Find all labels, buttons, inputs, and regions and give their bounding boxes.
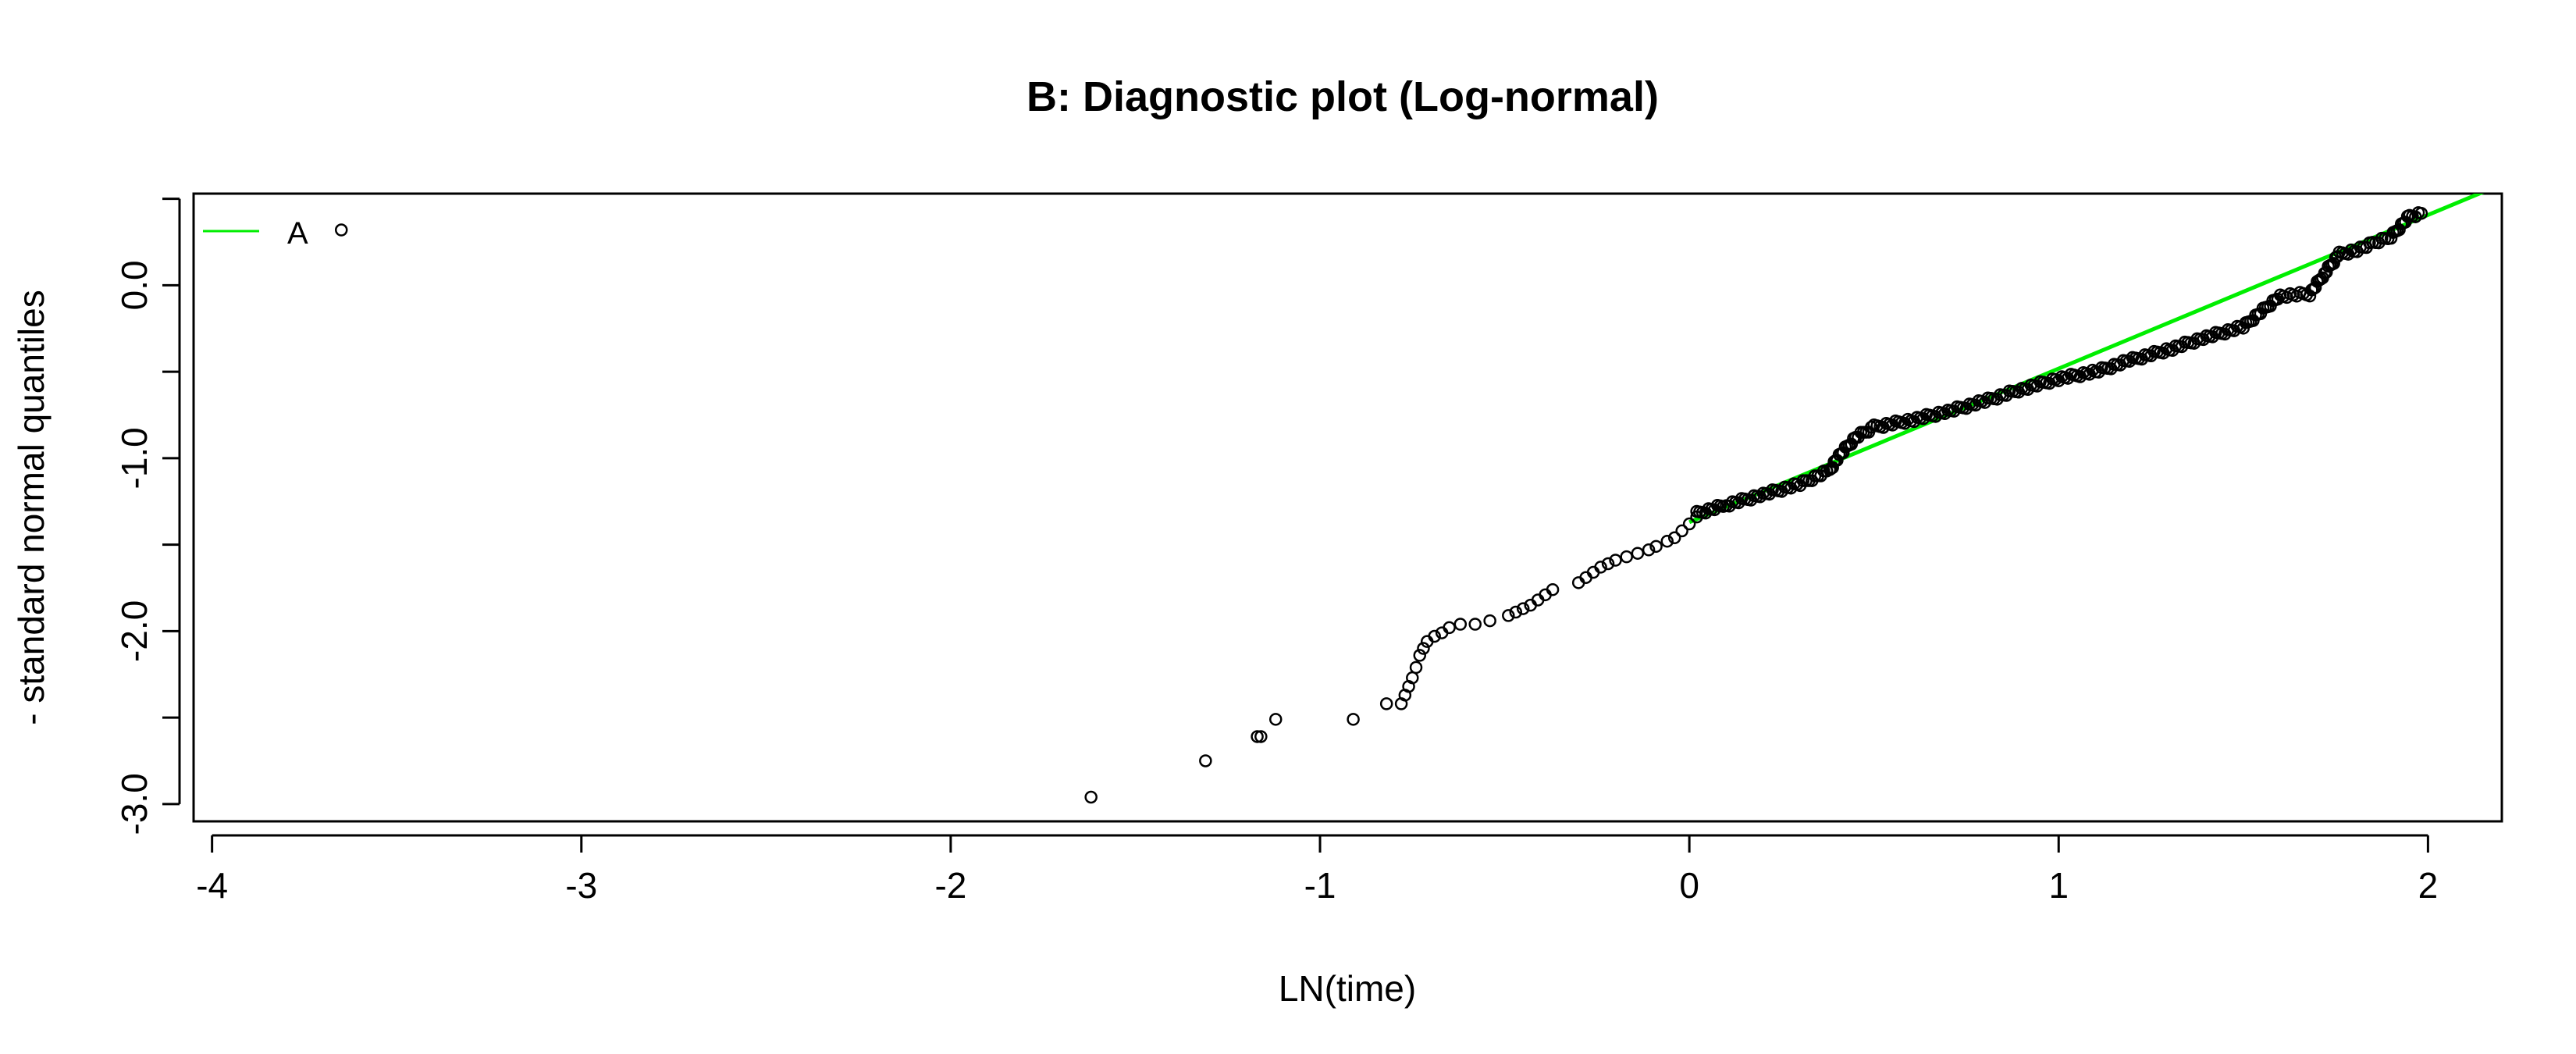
data-point <box>1502 609 1515 622</box>
x-tick-label: -1 <box>1304 865 1336 906</box>
data-point <box>2414 206 2428 220</box>
data-point <box>1601 557 1615 571</box>
data-point <box>334 223 348 237</box>
data-point <box>1268 713 1283 726</box>
x-tick-label: -4 <box>196 865 228 906</box>
data-point <box>1417 642 1430 655</box>
data-point <box>1428 629 1441 643</box>
data-point <box>1837 446 1850 460</box>
x-tick-label: -2 <box>934 865 966 906</box>
data-point <box>2384 231 2398 245</box>
data-point <box>2327 257 2340 270</box>
data-point <box>1453 618 1468 631</box>
x-tick-label: 1 <box>2048 865 2069 906</box>
data-point <box>1649 539 1663 554</box>
data-point <box>1413 649 1427 662</box>
data-point <box>1509 605 1523 619</box>
data-point <box>1620 550 1633 564</box>
data-point <box>2393 223 2406 237</box>
data-point <box>1546 582 1560 596</box>
data-point <box>1468 618 1482 631</box>
data-point <box>1483 614 1496 628</box>
chart-title: B: Diagnostic plot (Log-normal) <box>1026 73 1659 120</box>
plot-area <box>192 192 2503 823</box>
y-tick-label: -2.0 <box>114 600 155 662</box>
data-point <box>1831 454 1844 467</box>
y-tick-label: -1.0 <box>114 427 155 489</box>
data-point <box>1845 437 1859 451</box>
data-point <box>1682 517 1696 531</box>
legend: A <box>203 216 308 251</box>
data-point <box>1347 713 1360 726</box>
data-point <box>1938 407 1952 421</box>
x-tick-label: 0 <box>1679 865 1699 906</box>
data-point <box>1594 561 1607 574</box>
data-point <box>1631 547 1645 560</box>
data-point <box>1254 730 1268 743</box>
points-layer <box>334 206 2428 804</box>
x-axis-label: LN(time) <box>1279 968 1416 1009</box>
data-point <box>1409 661 1423 675</box>
data-point <box>1516 602 1530 615</box>
y-tick-label: -3.0 <box>114 773 155 835</box>
x-axis: -4 -3 -2 -1 0 1 2 <box>196 834 2439 906</box>
data-point <box>1642 543 1656 557</box>
y-axis: -3.0 -2.0 -1.0 0.0 <box>114 198 181 835</box>
data-point <box>1609 554 1622 567</box>
y-axis-label: - standard normal quantiles <box>11 290 52 725</box>
data-point <box>1199 754 1212 767</box>
data-point <box>1675 524 1688 538</box>
data-point <box>1660 534 1674 548</box>
data-point <box>1251 730 1264 743</box>
legend-label-a: A <box>287 216 308 251</box>
x-tick-label: 2 <box>2418 865 2439 906</box>
data-point <box>1667 531 1681 545</box>
data-point <box>1443 621 1456 635</box>
data-point <box>1379 697 1393 710</box>
data-point <box>1084 790 1098 804</box>
x-tick-label: -3 <box>565 865 597 906</box>
y-tick-label: 0.0 <box>114 260 155 310</box>
